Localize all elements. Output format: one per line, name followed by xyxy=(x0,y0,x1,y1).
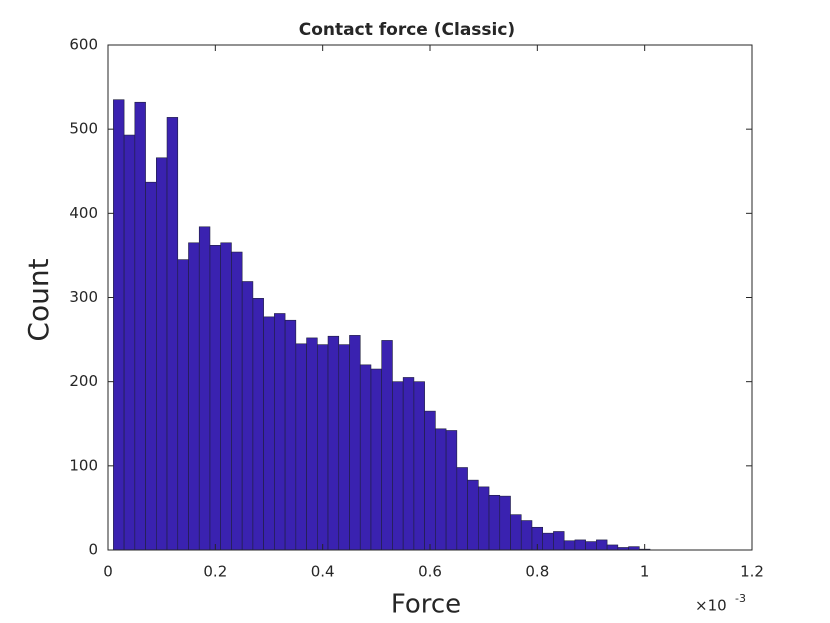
bar xyxy=(456,467,468,551)
bar xyxy=(510,514,522,551)
bar xyxy=(156,157,168,551)
bar xyxy=(123,134,136,551)
bar xyxy=(424,410,436,551)
chart-title: Contact force (Classic) xyxy=(299,20,515,40)
bar xyxy=(445,430,458,551)
bar xyxy=(488,494,501,551)
bar xyxy=(381,340,393,551)
bar xyxy=(274,313,286,551)
bar xyxy=(241,281,254,551)
bar xyxy=(628,546,640,551)
bar xyxy=(413,381,425,551)
bar xyxy=(370,368,383,551)
x-tick-label: 0.8 xyxy=(525,563,549,581)
bar xyxy=(252,298,264,551)
bar xyxy=(263,316,275,551)
y-tick-label: 300 xyxy=(69,288,98,306)
bar xyxy=(198,226,211,551)
y-tick-label: 500 xyxy=(69,120,98,138)
bar xyxy=(306,337,318,551)
bar xyxy=(402,377,415,551)
bar xyxy=(145,181,157,551)
bar xyxy=(392,381,404,551)
y-tick-label: 100 xyxy=(69,456,98,474)
bar xyxy=(231,251,243,551)
bar xyxy=(177,259,189,551)
x-tick-label: 1.2 xyxy=(740,563,764,581)
bar xyxy=(327,335,340,551)
bar xyxy=(542,532,554,551)
bar xyxy=(585,541,597,551)
bar xyxy=(134,101,146,551)
bar xyxy=(209,245,221,551)
bar xyxy=(349,335,361,551)
y-axis-label: Count xyxy=(22,258,55,341)
bar xyxy=(359,364,372,551)
y-tick-label: 400 xyxy=(69,204,98,222)
bar xyxy=(553,531,565,551)
x-tick-label: 0.2 xyxy=(203,563,227,581)
bar xyxy=(499,495,511,551)
bar xyxy=(596,539,608,551)
x-tick-label: 0.6 xyxy=(418,563,442,581)
bar xyxy=(477,486,490,551)
y-tick-label: 0 xyxy=(88,541,98,559)
x-multiplier-power: -3 xyxy=(735,592,746,605)
bar xyxy=(606,544,619,551)
bar xyxy=(520,520,533,551)
bar xyxy=(295,343,307,551)
bar xyxy=(188,242,200,551)
bar xyxy=(574,539,586,551)
x-tick-label: 1 xyxy=(640,563,650,581)
bar xyxy=(338,344,350,551)
bar xyxy=(220,242,232,551)
x-axis-label: Force xyxy=(391,590,461,620)
bar xyxy=(284,319,297,551)
bar xyxy=(435,428,447,551)
bar xyxy=(113,99,125,551)
bar xyxy=(316,344,329,551)
y-tick-label: 600 xyxy=(69,36,98,54)
bar xyxy=(467,479,479,551)
bar xyxy=(166,117,179,551)
x-tick-label: 0.4 xyxy=(311,563,335,581)
x-multiplier: ×10 xyxy=(695,597,727,615)
bar xyxy=(563,540,576,551)
y-tick-label: 200 xyxy=(69,372,98,390)
x-tick-label: 0 xyxy=(103,563,113,581)
